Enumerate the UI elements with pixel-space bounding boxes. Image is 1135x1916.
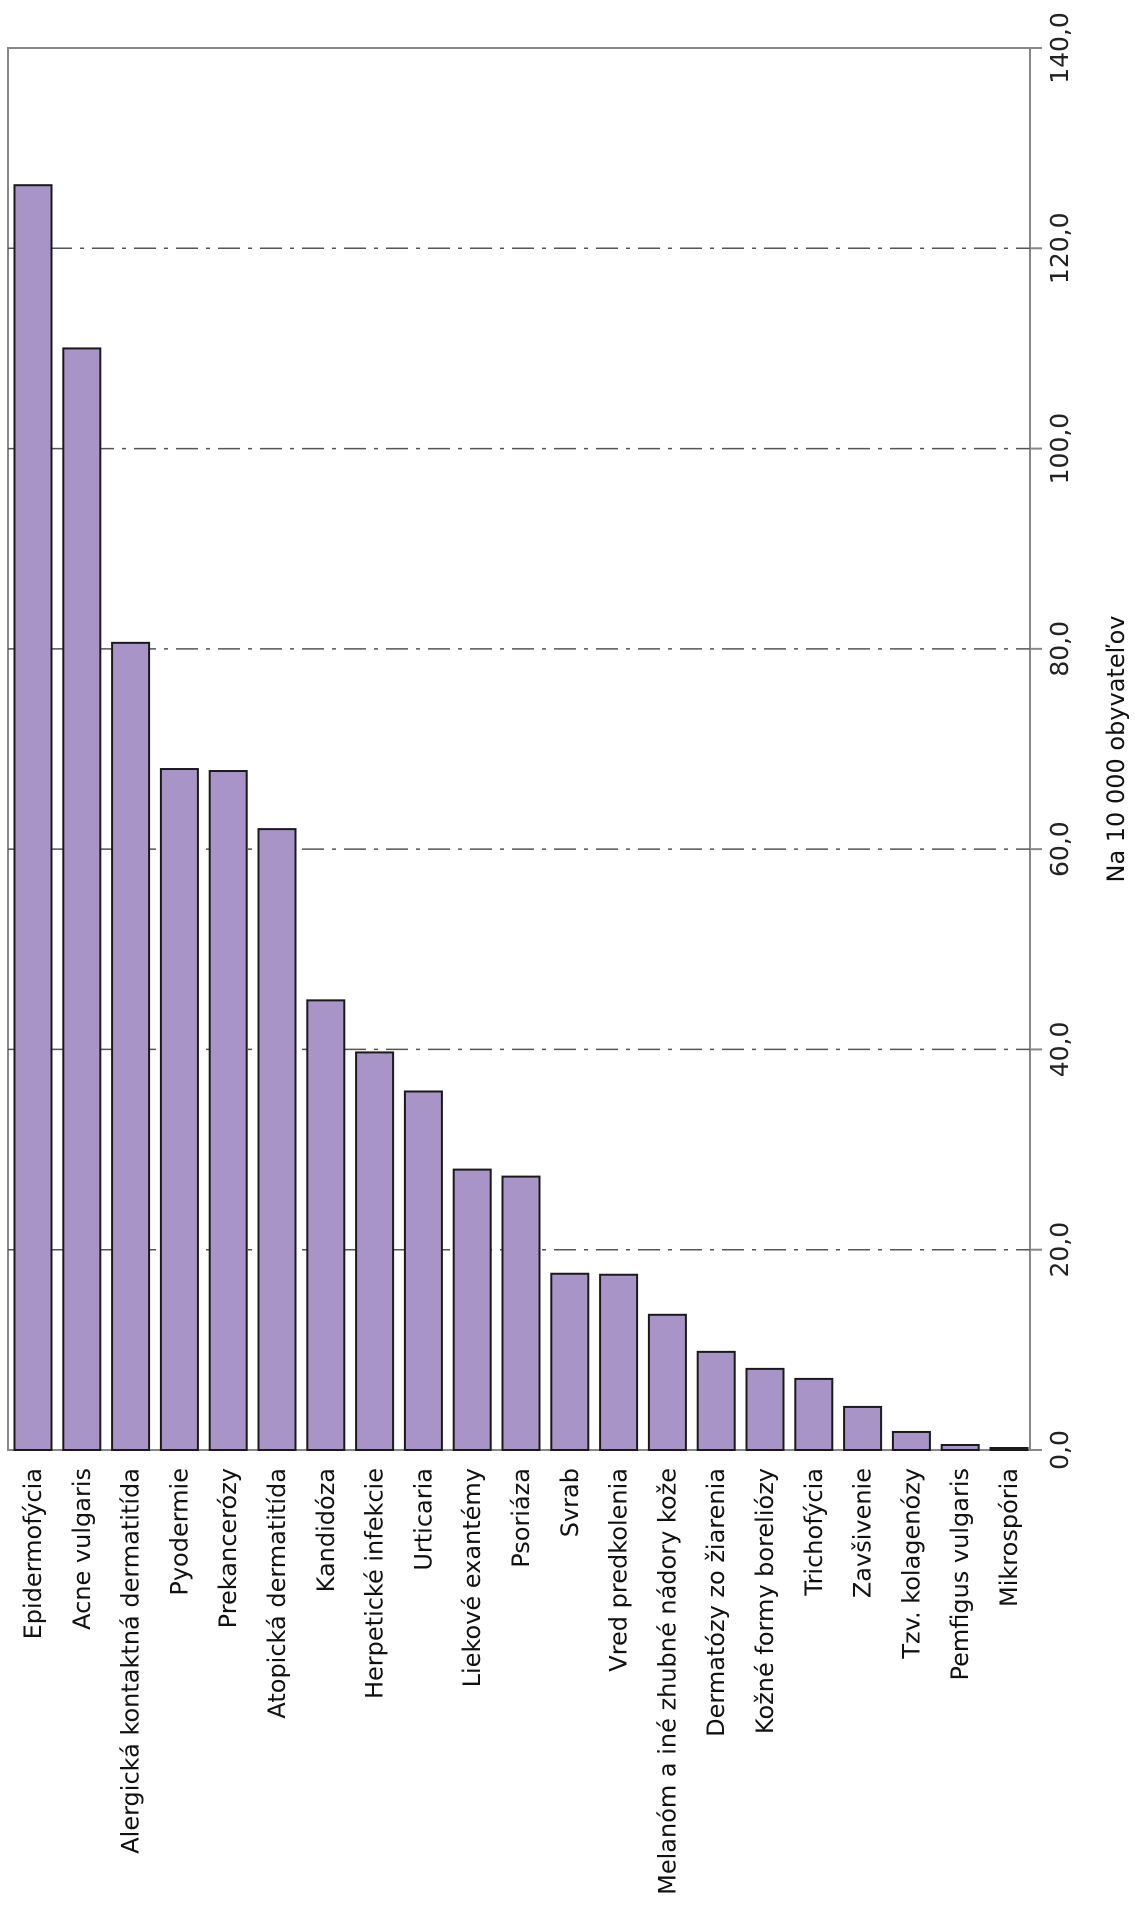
tick-label: 140,0	[1045, 12, 1074, 84]
category-label: Kožné formy boreliózy	[751, 1468, 779, 1734]
category-label: Atopická dermatitída	[263, 1468, 291, 1719]
bar	[647, 1313, 687, 1451]
bar	[843, 1405, 883, 1452]
category-label: Prekancerózy	[214, 1468, 242, 1628]
bar	[355, 1051, 395, 1451]
bar	[501, 1175, 541, 1451]
bar	[599, 1273, 639, 1451]
bar	[306, 999, 346, 1451]
value-axis-ticks: 0,0 20,0 40,0 60,0 80,0 100,0 120,0 140,0	[1030, 12, 1074, 1470]
bar	[159, 768, 199, 1451]
tick-label: 20,0	[1045, 1222, 1074, 1278]
category-label: Urticaria	[409, 1468, 437, 1571]
bar	[940, 1443, 980, 1451]
category-label: Dermatózy zo žiarenia	[702, 1468, 730, 1737]
bars	[13, 184, 1029, 1452]
bar	[62, 347, 102, 1451]
category-label: Tzv. kolagenózy	[897, 1468, 925, 1660]
bar	[696, 1350, 736, 1451]
category-label: Pyodermie	[165, 1468, 193, 1596]
bar	[452, 1168, 492, 1451]
category-label: Epidermofýcia	[19, 1468, 47, 1639]
category-label: Vred predkolenia	[605, 1468, 633, 1672]
tick-label: 120,0	[1045, 212, 1074, 284]
bar	[208, 770, 248, 1451]
bar	[550, 1272, 590, 1451]
category-label: Melanóm a iné zhubné nádory kože	[653, 1468, 681, 1895]
bar	[989, 1446, 1029, 1452]
category-label: Liekové exantémy	[458, 1468, 486, 1687]
bar	[403, 1090, 443, 1451]
value-axis-title: Na 10 000 obyvateľov	[1102, 616, 1130, 883]
bar	[111, 641, 151, 1451]
category-label: Kandidóza	[312, 1468, 340, 1592]
bar	[257, 828, 297, 1451]
category-label: Pemfigus vulgaris	[946, 1468, 974, 1681]
category-label: Alergická kontaktná dermatitída	[117, 1468, 145, 1854]
tick-label: 0,0	[1045, 1430, 1074, 1470]
category-label: Herpetické infekcie	[361, 1468, 389, 1699]
category-label: Acne vulgaris	[68, 1468, 96, 1630]
tick-label: 60,0	[1045, 821, 1074, 877]
bar	[13, 184, 53, 1452]
bar	[891, 1430, 931, 1451]
category-label: Trichofýcia	[800, 1468, 828, 1597]
category-label: Psoriáza	[507, 1468, 535, 1568]
category-label: Zavšivenie	[849, 1468, 877, 1598]
bar	[794, 1377, 834, 1451]
bar	[745, 1367, 785, 1451]
category-label: Svrab	[556, 1468, 584, 1537]
tick-label: 80,0	[1045, 621, 1074, 677]
category-labels: Epidermofýcia Acne vulgaris Alergická kont…	[19, 1468, 1023, 1895]
category-label: Mikrospória	[995, 1468, 1023, 1607]
tick-label: 100,0	[1045, 413, 1074, 485]
tick-label: 40,0	[1045, 1022, 1074, 1078]
